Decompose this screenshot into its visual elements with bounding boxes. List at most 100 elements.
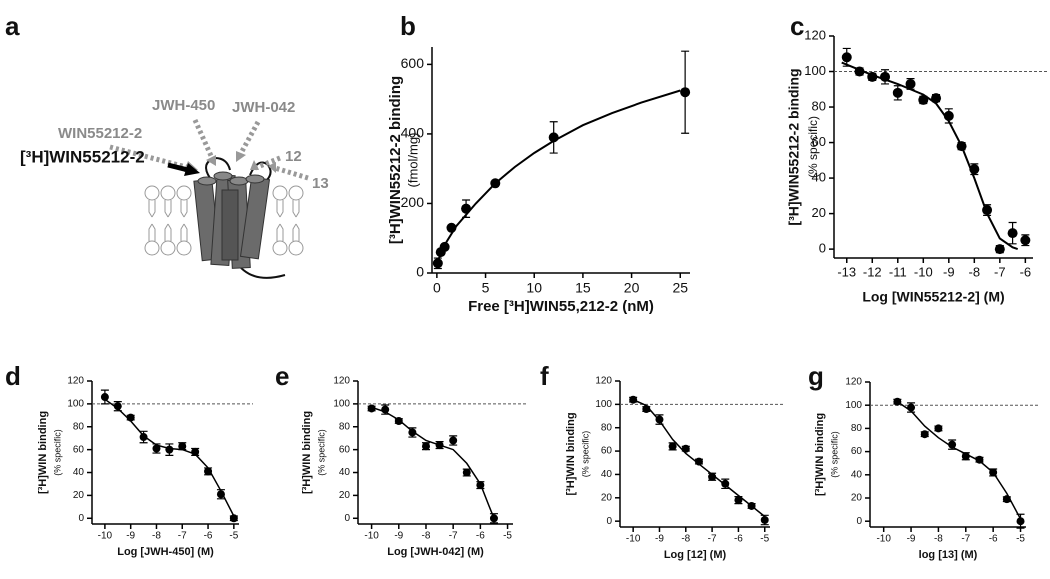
y-axis-unit: (% specific) <box>52 429 62 476</box>
x-tick-label: -10 <box>876 534 891 545</box>
data-point <box>969 164 980 175</box>
data-point <box>907 403 916 412</box>
x-tick-label: -9 <box>394 531 403 542</box>
y-tick-label: 100 <box>804 63 826 78</box>
panel-label: a <box>5 11 20 41</box>
fit-curve <box>841 61 1019 251</box>
y-axis-label: [³H]WIN binding <box>565 412 577 495</box>
x-tick-label: -9 <box>126 531 135 542</box>
ligand-arrows <box>109 118 309 181</box>
data-point <box>490 178 501 189</box>
radioligand-arrowhead <box>184 163 200 176</box>
data-point <box>880 71 891 82</box>
data-point <box>489 514 498 523</box>
x-tick-label: -6 <box>989 534 998 545</box>
fit-curve <box>371 406 495 519</box>
y-axis-label: [³H]WIN binding <box>301 411 313 494</box>
y-tick-label: 0 <box>819 241 826 256</box>
x-tick-label: -9 <box>655 534 664 545</box>
x-tick-label: -10 <box>914 264 933 279</box>
y-axis-label: [³H]WIN binding <box>37 411 49 494</box>
data-point <box>920 430 929 439</box>
fit-curve <box>104 398 235 517</box>
data-point <box>841 52 852 63</box>
data-point <box>961 452 970 461</box>
data-point <box>216 490 225 499</box>
y-tick-label: 20 <box>812 205 826 220</box>
data-point <box>893 397 902 406</box>
data-point <box>668 442 677 451</box>
x-tick-label: -7 <box>449 531 458 542</box>
data-point <box>432 258 443 269</box>
x-tick-label: -7 <box>178 531 187 542</box>
data-point <box>476 481 485 490</box>
data-point <box>854 66 865 77</box>
data-point <box>905 78 916 89</box>
data-point <box>421 442 430 451</box>
data-point <box>165 445 174 454</box>
lipid-head <box>160 185 176 201</box>
x-tick-label: -6 <box>476 531 485 542</box>
panel-label: b <box>400 11 416 41</box>
y-tick-label: 20 <box>73 490 85 501</box>
x-tick-label: -5 <box>760 534 769 545</box>
data-point <box>948 440 957 449</box>
data-point <box>956 141 967 152</box>
panel-label: g <box>808 361 824 391</box>
data-point <box>989 468 998 477</box>
data-point <box>943 110 954 121</box>
data-point <box>931 93 942 104</box>
data-point <box>446 222 457 233</box>
ligand-label: WIN55212-2 <box>58 125 142 142</box>
y-tick-label: 40 <box>339 467 351 478</box>
x-axis-label: Log [JWH-042] (M) <box>387 546 484 558</box>
y-tick-label: 0 <box>78 513 84 524</box>
fit-curve <box>435 89 681 264</box>
ligand-label: 13 <box>312 175 329 192</box>
y-axis-label: [³H]WIN55212-2 binding <box>786 68 802 225</box>
y-tick-label: 40 <box>73 467 85 478</box>
y-tick-label: 100 <box>845 400 862 411</box>
data-point <box>462 468 471 477</box>
y-tick-label: 20 <box>851 493 863 504</box>
lipid-head <box>272 185 288 201</box>
lipid-head <box>288 240 304 256</box>
fit-curve <box>896 401 1022 520</box>
y-tick-label: 120 <box>804 27 826 42</box>
data-point <box>975 455 984 464</box>
data-point <box>867 71 878 82</box>
data-point <box>229 514 238 523</box>
x-tick-label: 10 <box>526 280 542 296</box>
radioligand-arrow <box>167 162 189 173</box>
data-point <box>449 436 458 445</box>
data-point <box>113 402 122 411</box>
data-point <box>435 441 444 450</box>
x-axis-label: Free [³H]WIN55,212-2 (nM) <box>468 298 654 315</box>
data-point <box>381 405 390 414</box>
y-tick-label: 60 <box>339 444 351 455</box>
y-tick-label: 0 <box>344 513 350 524</box>
ligand-label: JWH-042 <box>232 99 295 116</box>
data-point <box>681 444 690 453</box>
x-tick-label: -10 <box>364 531 379 542</box>
lipid-head <box>272 240 288 256</box>
x-tick-label: -12 <box>863 264 882 279</box>
x-tick-label: -8 <box>681 534 690 545</box>
data-point <box>139 433 148 442</box>
y-axis-unit: (% specific) <box>806 116 820 178</box>
panel-label: f <box>540 361 549 391</box>
panel-label: c <box>790 11 804 41</box>
panel-label: e <box>275 361 289 391</box>
data-point <box>439 241 450 252</box>
x-tick-label: 20 <box>624 280 640 296</box>
panel-label: d <box>5 361 21 391</box>
data-point <box>934 424 943 433</box>
data-point <box>747 501 756 510</box>
x-axis-label: Log [WIN55212-2] (M) <box>862 289 1004 305</box>
lipid-tail <box>276 200 284 241</box>
data-point <box>100 393 109 402</box>
data-point <box>408 428 417 437</box>
data-point <box>394 417 403 426</box>
x-axis-label: Log [JWH-450] (M) <box>117 546 214 558</box>
data-point <box>694 457 703 466</box>
